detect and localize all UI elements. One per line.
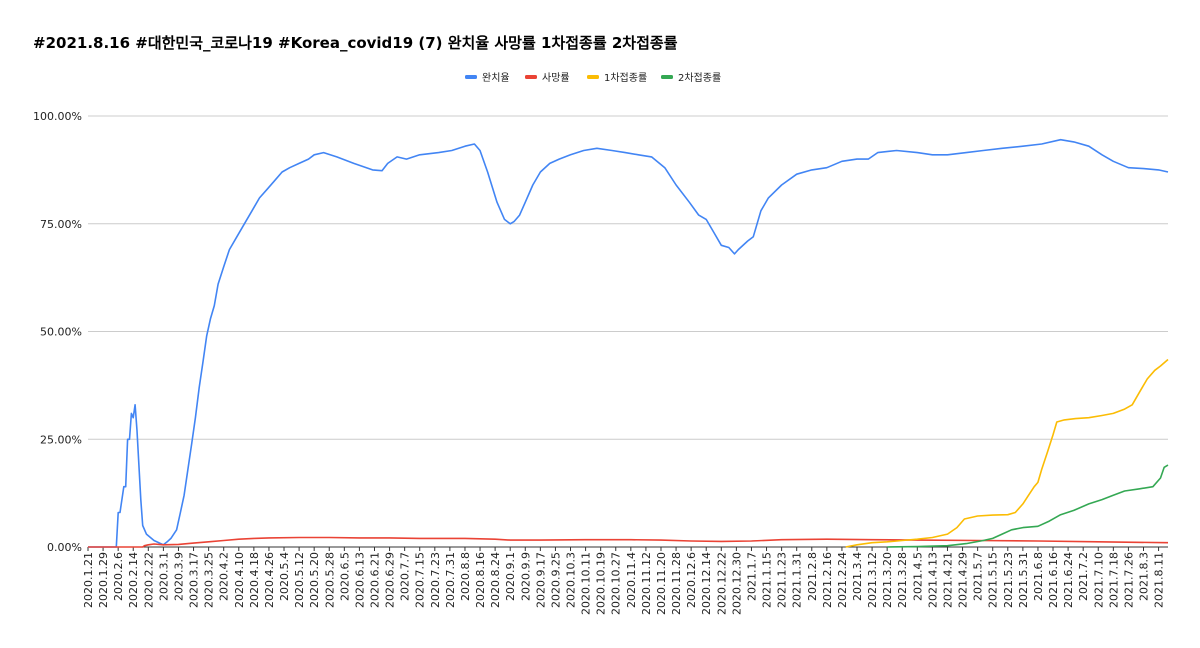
- x-tick-label: 2020.3.9: [172, 552, 185, 601]
- x-tick-label: 2021.4.21: [941, 552, 954, 608]
- x-tick-label: 2021.7.26: [1122, 552, 1135, 608]
- x-tick-label: 2020.6.29: [384, 552, 397, 608]
- x-tick-label: 2020.5.12: [293, 552, 306, 608]
- x-tick-label: 2020.9.9: [519, 552, 532, 601]
- x-tick-label: 2020.7.23: [429, 552, 442, 608]
- y-tick-label: 0.00%: [47, 541, 82, 554]
- x-tick-label: 2020.12.6: [685, 552, 698, 608]
- x-tick-label: 2020.3.17: [188, 552, 201, 608]
- x-tick-label: 2020.10.3: [565, 552, 578, 608]
- legend-swatch: [465, 75, 477, 79]
- x-tick-label: 2020.5.20: [308, 552, 321, 608]
- x-tick-label: 2020.6.21: [368, 552, 381, 608]
- x-tick-label: 2020.2.6: [112, 552, 125, 601]
- x-tick-label: 2021.1.15: [761, 552, 774, 608]
- y-tick-label: 75.00%: [40, 218, 82, 231]
- x-tick-label: 2020.3.1: [157, 552, 170, 601]
- x-tick-label: 2020.4.2: [218, 552, 231, 601]
- legend-swatch: [661, 75, 673, 79]
- x-tick-label: 2020.11.4: [625, 552, 638, 608]
- x-tick-label: 2020.8.16: [474, 552, 487, 608]
- legend-swatch: [587, 75, 599, 79]
- chart-title: #2021.8.16 #대한민국_코로나19 #Korea_covid19 (7…: [33, 34, 678, 52]
- x-tick-label: 2021.1.31: [791, 552, 804, 608]
- series-line-2: [88, 536, 1169, 548]
- x-tick-label: 2020.8.24: [489, 552, 502, 608]
- x-tick-label: 2020.4.26: [263, 552, 276, 608]
- x-tick-label: 2020.4.18: [248, 552, 261, 608]
- x-tick-label: 2021.5.7: [972, 552, 985, 601]
- x-tick-label: 2020.10.27: [610, 552, 623, 615]
- x-tick-label: 2020.1.29: [97, 552, 110, 608]
- x-tick-label: 2021.6.8: [1032, 552, 1045, 601]
- legend-label: 2차접종률: [678, 72, 721, 84]
- x-tick-label: 2020.1.21: [82, 552, 95, 608]
- x-tick-label: 2020.9.25: [549, 552, 562, 608]
- x-tick-label: 2020.3.25: [203, 552, 216, 608]
- legend-swatch: [525, 75, 537, 79]
- x-tick-label: 2020.5.28: [323, 552, 336, 608]
- x-tick-label: 2020.12.22: [715, 552, 728, 615]
- x-tick-label: 2021.5.15: [987, 552, 1000, 608]
- x-tick-label: 2021.4.5: [911, 552, 924, 601]
- legend-label: 사망률: [542, 72, 570, 84]
- x-tick-label: 2020.12.30: [730, 552, 743, 615]
- x-tick-label: 2021.2.8: [806, 552, 819, 601]
- x-tick-label: 2020.5.4: [278, 552, 291, 601]
- x-tick-label: 2020.4.10: [233, 552, 246, 608]
- x-tick-label: 2021.1.7: [745, 552, 758, 601]
- x-tick-label: 2020.10.11: [580, 552, 593, 615]
- x-tick-label: 2020.7.7: [399, 552, 412, 601]
- x-tick-label: 2021.3.20: [881, 552, 894, 608]
- x-tick-label: 2020.11.20: [655, 552, 668, 615]
- x-tick-label: 2021.4.29: [957, 552, 970, 608]
- x-tick-label: 2020.8.8: [459, 552, 472, 601]
- legend-label: 완치율: [482, 72, 510, 84]
- x-tick-label: 2021.8.3: [1137, 552, 1150, 601]
- x-tick-label: 2020.6.5: [338, 552, 351, 601]
- x-tick-label: 2020.7.31: [444, 552, 457, 608]
- x-tick-label: 2021.4.13: [926, 552, 939, 608]
- x-tick-label: 2020.11.28: [670, 552, 683, 615]
- x-tick-label: 2020.7.15: [414, 552, 427, 608]
- x-tick-label: 2020.9.17: [534, 552, 547, 608]
- x-tick-label: 2021.3.12: [866, 552, 879, 608]
- x-tick-label: 2021.6.16: [1047, 552, 1060, 608]
- x-tick-label: 2021.8.11: [1153, 552, 1166, 608]
- x-tick-label: 2021.2.24: [836, 552, 849, 608]
- x-tick-label: 2020.10.19: [595, 552, 608, 615]
- series-line-3: [845, 358, 1169, 548]
- x-tick-label: 2021.7.18: [1107, 552, 1120, 608]
- x-tick-label: 2020.2.22: [142, 552, 155, 608]
- series-line-1: [88, 138, 1169, 548]
- x-tick-label: 2021.1.23: [776, 552, 789, 608]
- y-tick-label: 25.00%: [40, 433, 82, 446]
- x-tick-label: 2020.6.13: [353, 552, 366, 608]
- x-tick-label: 2021.2.16: [821, 552, 834, 608]
- x-tick-label: 2020.9.1: [504, 552, 517, 601]
- x-tick-label: 2021.6.24: [1062, 552, 1075, 608]
- x-tick-label: 2020.11.12: [640, 552, 653, 615]
- legend-label: 1차접종률: [604, 72, 647, 84]
- x-tick-label: 2021.3.4: [851, 552, 864, 601]
- x-tick-label: 2021.7.10: [1092, 552, 1105, 608]
- y-tick-label: 50.00%: [40, 326, 82, 339]
- x-tick-label: 2021.5.31: [1017, 552, 1030, 608]
- x-tick-label: 2021.7.2: [1077, 552, 1090, 601]
- x-tick-label: 2021.5.23: [1002, 552, 1015, 608]
- y-tick-label: 100.00%: [33, 110, 82, 123]
- series-line-4: [887, 464, 1169, 548]
- x-tick-label: 2021.3.28: [896, 552, 909, 608]
- x-tick-label: 2020.2.14: [127, 552, 140, 608]
- x-tick-label: 2020.12.14: [700, 552, 713, 615]
